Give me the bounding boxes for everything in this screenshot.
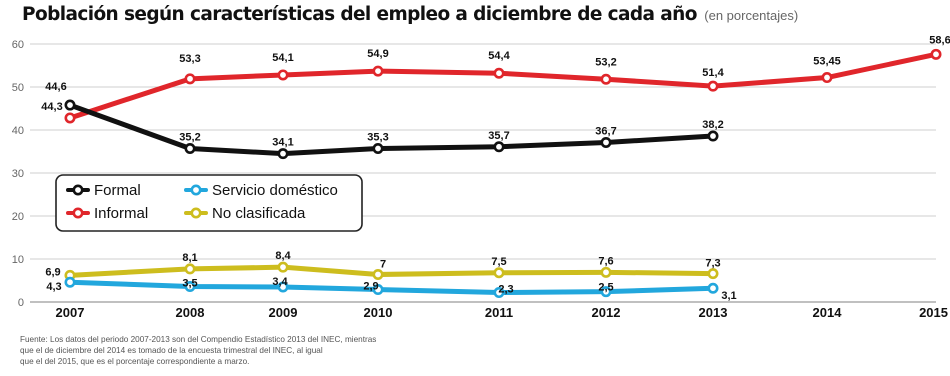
footnote-line: que el de diciembre del 2014 es tomado d…: [20, 346, 323, 355]
data-label: 35,3: [367, 131, 388, 143]
series-line-no-clasificada: [67, 264, 716, 278]
data-label: 36,7: [595, 125, 616, 137]
x-tick-label: 2009: [269, 305, 298, 320]
x-tick-label: 2011: [485, 305, 513, 320]
y-tick-label: 50: [12, 82, 24, 94]
legend-label: Formal: [94, 182, 141, 199]
y-tick-label: 20: [12, 211, 24, 223]
data-point: [707, 130, 719, 142]
data-point: [600, 73, 612, 85]
data-label: 6,9: [45, 266, 60, 278]
data-point: [372, 142, 384, 154]
data-point: [493, 141, 505, 153]
legend-marker: [190, 184, 202, 196]
data-label: 7,6: [598, 255, 613, 267]
data-point: [707, 282, 719, 294]
data-point: [184, 263, 196, 275]
data-label: 44,6: [45, 81, 66, 93]
y-tick-label: 40: [12, 125, 24, 137]
source-footnote: Fuente: Los datos del periodo 2007-2013 …: [20, 334, 490, 367]
data-label: 8,4: [275, 250, 291, 262]
footnote-line: que el del 2015, que es el porcentaje co…: [20, 357, 250, 366]
data-point: [930, 48, 942, 60]
data-point: [64, 99, 76, 111]
data-label: 3,4: [272, 276, 288, 288]
data-label: 53,2: [595, 56, 616, 68]
data-point: [372, 284, 384, 296]
data-point: [707, 80, 719, 92]
data-label: 34,1: [272, 137, 293, 149]
legend-label: Servicio doméstico: [212, 182, 338, 199]
data-point: [600, 136, 612, 148]
data-point: [707, 268, 719, 280]
legend-label: Informal: [94, 205, 148, 222]
legend-box: [55, 174, 363, 232]
data-point: [277, 69, 289, 81]
x-tick-label: 2007: [56, 305, 85, 320]
data-label: 3,1: [721, 290, 736, 302]
data-point: [184, 73, 196, 85]
data-label: 4,3: [46, 281, 61, 293]
data-point: [493, 67, 505, 79]
legend-label: No clasificada: [212, 205, 306, 222]
data-label: 53,3: [179, 53, 200, 65]
data-label: 7: [380, 258, 386, 270]
data-point: [277, 261, 289, 273]
data-label: 58,6: [929, 34, 950, 46]
legend-marker: [72, 207, 84, 219]
data-point: [277, 281, 289, 293]
data-point: [372, 268, 384, 280]
data-point: [184, 281, 196, 293]
y-tick-label: 60: [12, 39, 24, 51]
data-label: 2,5: [598, 282, 613, 294]
data-label: 35,2: [179, 131, 200, 143]
chart-subtitle: (en porcentajes): [704, 8, 799, 23]
x-tick-label: 2010: [364, 305, 393, 320]
data-point: [600, 266, 612, 278]
data-point: [600, 286, 612, 298]
data-label: 7,5: [491, 256, 506, 268]
footnote-line: Fuente: Los datos del periodo 2007-2013 …: [20, 335, 377, 344]
data-label: 53,45: [813, 56, 841, 68]
data-point: [372, 65, 384, 77]
legend-marker: [190, 207, 202, 219]
x-tick-label: 2015: [919, 305, 948, 320]
data-label: 54,1: [272, 52, 293, 64]
data-point: [821, 72, 833, 84]
data-label: 2,3: [498, 284, 513, 296]
data-label: 54,4: [488, 50, 510, 62]
data-label: 35,7: [488, 130, 509, 142]
x-tick-label: 2013: [699, 305, 728, 320]
data-label: 3,5: [182, 278, 197, 290]
data-label: 44,3: [41, 101, 62, 113]
data-point: [64, 112, 76, 124]
chart-title-block: Población según características del empl…: [22, 4, 798, 25]
x-tick-label: 2014: [813, 305, 843, 320]
data-point: [493, 267, 505, 279]
series-line-servicio-doméstico: [67, 279, 716, 296]
x-tick-label: 2012: [592, 305, 621, 320]
data-point: [493, 287, 505, 299]
data-label: 54,9: [367, 48, 388, 60]
data-point: [64, 276, 76, 288]
y-tick-label: 30: [12, 168, 24, 180]
data-label: 2,9: [363, 281, 378, 293]
data-label: 38,2: [702, 119, 723, 131]
data-label: 8,1: [182, 252, 197, 264]
y-tick-label: 10: [12, 254, 24, 266]
legend-marker: [72, 184, 84, 196]
data-label: 51,4: [702, 67, 724, 79]
data-point: [277, 148, 289, 160]
data-point: [184, 142, 196, 154]
y-tick-label: 0: [18, 297, 24, 309]
data-label: 7,3: [705, 258, 720, 270]
chart-title: Población según características del empl…: [22, 4, 697, 25]
x-tick-label: 2008: [176, 305, 205, 320]
